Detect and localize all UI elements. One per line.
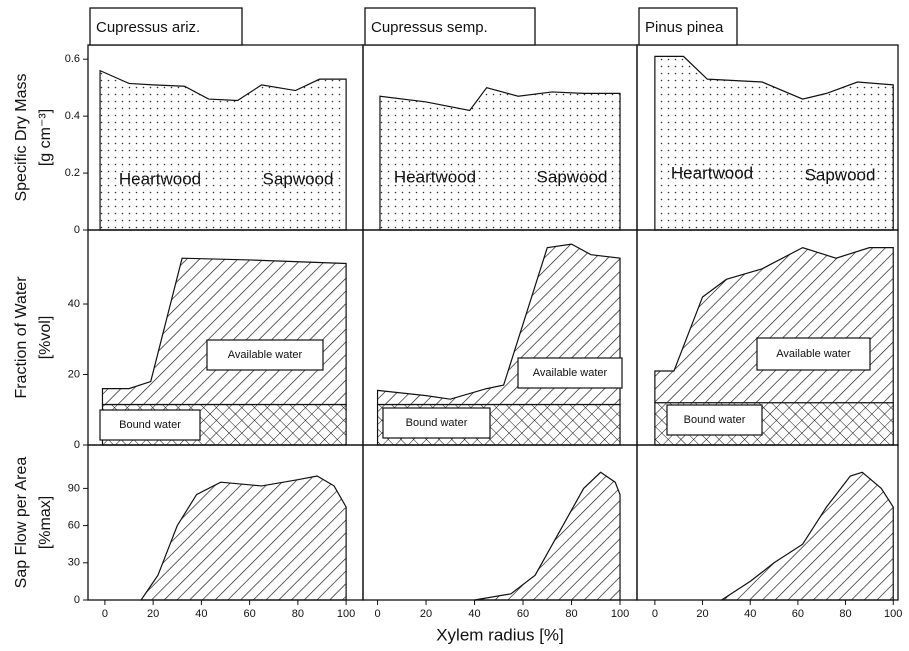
y-tick-label: 20 <box>68 368 80 380</box>
label-box <box>756 337 871 371</box>
x-tick-label: 0 <box>652 608 658 620</box>
annotation: Sapwood <box>537 167 608 186</box>
series-label: Available water <box>533 367 608 379</box>
label-box <box>517 357 623 389</box>
area <box>379 87 621 231</box>
annotation: Sapwood <box>805 165 876 184</box>
y-tick-label: 0.4 <box>65 110 80 122</box>
panel-title: Cupressus semp. <box>371 19 488 36</box>
x-tick-label: 40 <box>468 608 480 620</box>
y-tick-label: 30 <box>68 557 80 569</box>
x-tick-label: 20 <box>147 608 159 620</box>
panel-frame <box>636 444 899 601</box>
series-label: Bound water <box>119 419 181 431</box>
area <box>719 471 894 601</box>
annotation: Heartwood <box>671 163 753 182</box>
annotation: Heartwood <box>119 169 201 188</box>
y-axis-label: [%max] <box>37 496 54 549</box>
panel-title: Cupressus ariz. <box>96 19 200 36</box>
x-tick-label: 80 <box>565 608 577 620</box>
x-tick-label: 100 <box>884 608 902 620</box>
label-box <box>99 409 201 441</box>
label-box <box>206 339 324 371</box>
x-tick-label: 80 <box>839 608 851 620</box>
x-tick-label: 20 <box>420 608 432 620</box>
area <box>654 55 894 231</box>
panel-title: Pinus pinea <box>645 19 724 36</box>
y-axis-label: Specific Dry Mass <box>13 73 30 201</box>
area <box>101 257 347 406</box>
x-tick-label: 60 <box>517 608 529 620</box>
y-axis-label: [g cm⁻³] <box>37 109 54 166</box>
y-tick-label: 0.6 <box>65 53 80 65</box>
x-tick-label: 80 <box>292 608 304 620</box>
x-tick-label: 20 <box>696 608 708 620</box>
y-tick-label: 90 <box>68 482 80 494</box>
y-axis-label: Fraction of Water <box>13 276 30 399</box>
annotation: Sapwood <box>263 169 334 188</box>
annotation: Heartwood <box>394 167 476 186</box>
x-tick-label: 0 <box>102 608 108 620</box>
x-tick-label: 40 <box>195 608 207 620</box>
y-tick-label: 0 <box>74 224 80 236</box>
x-tick-label: 60 <box>243 608 255 620</box>
y-tick-label: 0.2 <box>65 167 80 179</box>
x-tick-label: 60 <box>792 608 804 620</box>
series-label: Bound water <box>406 417 468 429</box>
y-axis-label: [%vol] <box>37 316 54 360</box>
y-tick-label: 0 <box>74 439 80 451</box>
area <box>99 69 347 231</box>
title-box <box>638 7 738 46</box>
label-box <box>666 404 763 436</box>
label-box <box>382 407 491 439</box>
area <box>474 471 621 601</box>
title-box <box>89 7 243 46</box>
title-box <box>364 7 536 46</box>
series-label: Available water <box>228 349 303 361</box>
x-tick-label: 0 <box>374 608 380 620</box>
x-tick-label: 100 <box>611 608 629 620</box>
y-axis-label: Sap Flow per Area <box>13 457 30 589</box>
series-label: Available water <box>776 348 851 360</box>
y-tick-label: 40 <box>68 298 80 310</box>
x-tick-label: 40 <box>744 608 756 620</box>
x-tick-label: 100 <box>337 608 355 620</box>
area <box>139 475 347 601</box>
area <box>654 246 894 404</box>
x-axis-label: Xylem radius [%] <box>436 625 564 644</box>
y-tick-label: 0 <box>74 594 80 606</box>
y-tick-label: 60 <box>68 520 80 532</box>
series-label: Bound water <box>684 414 746 426</box>
